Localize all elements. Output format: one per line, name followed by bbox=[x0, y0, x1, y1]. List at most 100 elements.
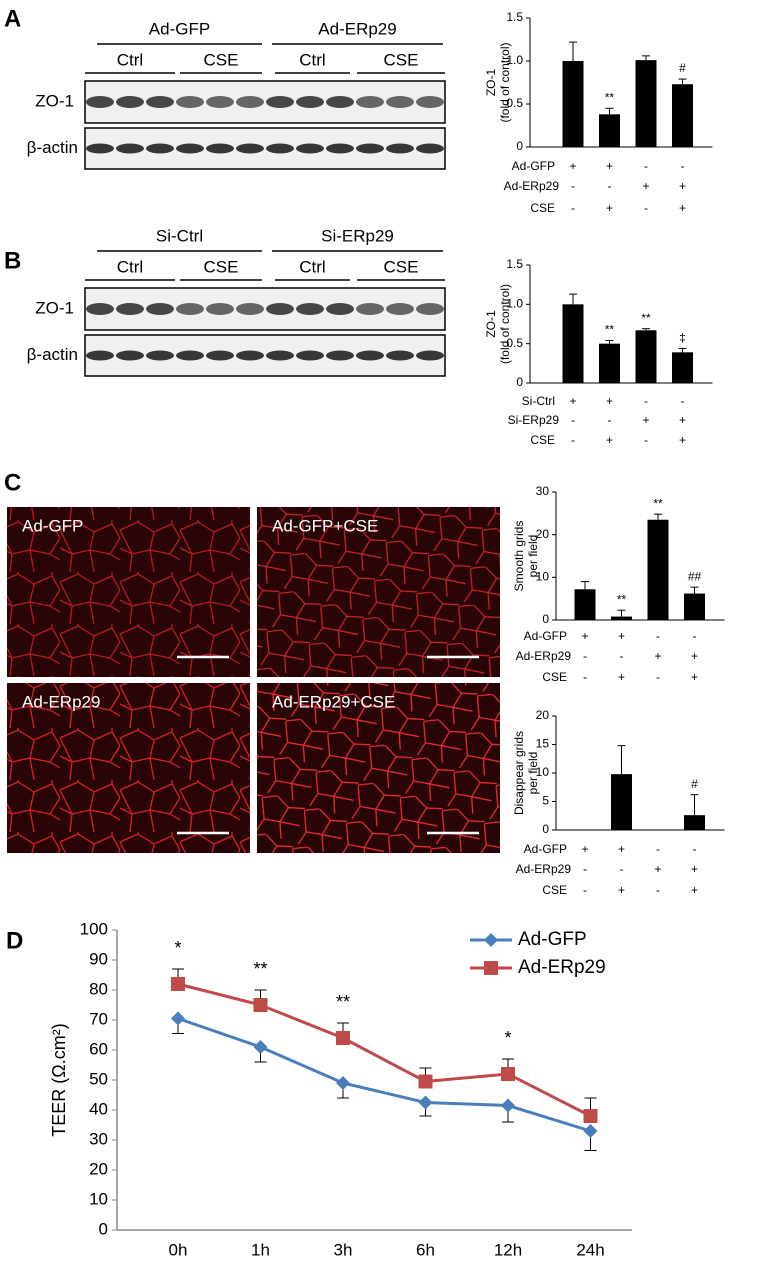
condition-sign: + bbox=[654, 862, 661, 876]
condition-sign: - bbox=[583, 649, 587, 663]
condition-sign: - bbox=[656, 842, 660, 856]
y-axis-label: ZO-1 bbox=[484, 69, 498, 97]
blot-band bbox=[116, 350, 144, 361]
blot-row-label: ZO-1 bbox=[35, 91, 74, 110]
blot-band bbox=[86, 143, 114, 154]
condition-sign: - bbox=[681, 159, 685, 173]
x-tick-label: 24h bbox=[576, 1240, 604, 1259]
bar bbox=[647, 519, 669, 620]
blot-band bbox=[266, 303, 294, 315]
point bbox=[253, 1040, 268, 1054]
subgroup-label: Ctrl bbox=[117, 257, 143, 276]
y-axis-label: (fold of control) bbox=[498, 42, 512, 122]
x-tick-label: 12h bbox=[494, 1240, 522, 1259]
condition-name: Ad-GFP bbox=[512, 159, 555, 173]
y-axis-label: Smooth grids bbox=[512, 521, 526, 592]
blot-band bbox=[416, 303, 444, 315]
condition-sign: - bbox=[583, 670, 587, 684]
bar bbox=[611, 774, 632, 830]
blot-band bbox=[296, 303, 324, 315]
condition-sign: + bbox=[679, 433, 686, 447]
blot-band bbox=[176, 350, 204, 361]
condition-sign: + bbox=[618, 629, 625, 643]
condition-sign: + bbox=[691, 649, 698, 663]
blot-band bbox=[146, 303, 174, 315]
blot-band bbox=[236, 96, 264, 108]
significance-label: ** bbox=[653, 496, 663, 510]
series-line bbox=[177, 982, 592, 1118]
blot-band bbox=[206, 303, 234, 315]
condition-sign: - bbox=[608, 413, 612, 427]
blot-band bbox=[266, 96, 294, 108]
blot-strip bbox=[84, 127, 446, 170]
condition-sign: - bbox=[656, 670, 660, 684]
point bbox=[583, 1124, 598, 1138]
condition-sign: - bbox=[571, 179, 575, 193]
blot-band bbox=[176, 96, 204, 108]
y-tick-label: 10 bbox=[536, 765, 550, 779]
blot-band bbox=[416, 143, 444, 154]
blot-row-label: β-actin bbox=[27, 138, 78, 157]
condition-sign: - bbox=[644, 433, 648, 447]
bar bbox=[684, 593, 705, 620]
condition-sign: + bbox=[679, 179, 686, 193]
y-tick-label: 0.5 bbox=[506, 336, 523, 350]
condition-sign: + bbox=[691, 883, 698, 897]
bar bbox=[562, 61, 584, 147]
significance-label: ** bbox=[617, 592, 627, 606]
panel-letter: D bbox=[6, 927, 23, 954]
condition-sign: - bbox=[693, 842, 697, 856]
significance-label: # bbox=[691, 777, 698, 791]
condition-sign: + bbox=[569, 159, 576, 173]
condition-name: CSE bbox=[530, 201, 555, 215]
legend-marker bbox=[484, 961, 498, 975]
condition-name: Ad-GFP bbox=[524, 629, 567, 643]
blot-band bbox=[296, 350, 324, 361]
bar bbox=[635, 330, 657, 383]
blot-band bbox=[86, 350, 114, 361]
y-tick-label: 60 bbox=[89, 1039, 108, 1058]
legend-label: Ad-ERp29 bbox=[518, 957, 606, 978]
blot-band bbox=[416, 96, 444, 108]
significance-label: ** bbox=[253, 959, 267, 979]
y-tick-label: 10 bbox=[89, 1189, 108, 1208]
blot-band bbox=[266, 350, 294, 361]
blot-band bbox=[326, 96, 354, 108]
blot-row-label: β-actin bbox=[27, 345, 78, 364]
blot-band bbox=[416, 350, 444, 361]
condition-sign: - bbox=[681, 394, 685, 408]
blot-strip bbox=[84, 287, 446, 331]
blot-strip bbox=[84, 80, 446, 124]
bar bbox=[684, 815, 705, 830]
x-tick-label: 0h bbox=[169, 1240, 188, 1259]
point bbox=[171, 1011, 185, 1026]
y-tick-label: 1.5 bbox=[506, 10, 523, 24]
y-tick-label: 15 bbox=[536, 737, 550, 751]
legend-marker bbox=[484, 933, 498, 947]
bar bbox=[562, 304, 584, 383]
condition-sign: + bbox=[691, 862, 698, 876]
condition-sign: + bbox=[606, 201, 613, 215]
significance-label: * bbox=[504, 1028, 511, 1048]
condition-name: CSE bbox=[530, 433, 555, 447]
micrograph-cells bbox=[257, 507, 500, 677]
y-tick-label: 50 bbox=[89, 1069, 108, 1088]
x-tick-label: 6h bbox=[416, 1240, 435, 1259]
legend-label: Ad-GFP bbox=[518, 929, 587, 950]
y-tick-label: 1.0 bbox=[506, 53, 523, 67]
significance-label: ** bbox=[605, 90, 615, 104]
y-tick-label: 20 bbox=[536, 708, 550, 722]
subgroup-label: Ctrl bbox=[117, 50, 143, 69]
bar bbox=[635, 60, 657, 147]
condition-name: Ad-GFP bbox=[524, 842, 567, 856]
y-axis-label: per field bbox=[526, 535, 540, 578]
condition-sign: + bbox=[642, 413, 649, 427]
y-tick-label: 0 bbox=[542, 822, 549, 836]
x-tick-label: 3h bbox=[334, 1240, 353, 1259]
series-line bbox=[177, 1017, 591, 1133]
condition-sign: + bbox=[654, 649, 661, 663]
y-axis-label: TEER (Ω.cm²) bbox=[49, 1023, 69, 1136]
point bbox=[501, 1067, 515, 1081]
condition-sign: - bbox=[571, 413, 575, 427]
